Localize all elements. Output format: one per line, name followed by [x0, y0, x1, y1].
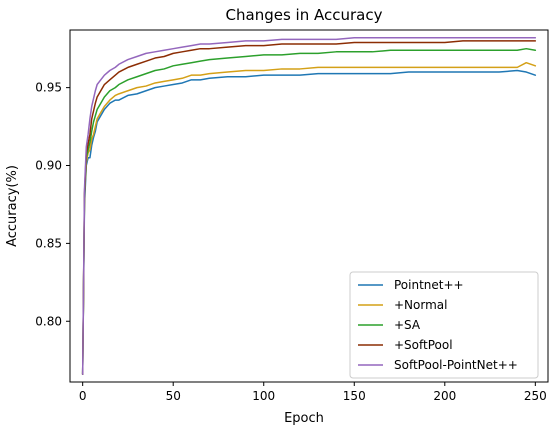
legend-label-4: +SoftPool	[394, 338, 453, 352]
plot-layer	[81, 37, 537, 375]
legend-box	[349, 271, 539, 379]
series-line-4	[81, 40, 537, 375]
x-tick-label: 200	[433, 389, 456, 403]
x-tick-label: 50	[166, 389, 181, 403]
legend-label-2: +Normal	[394, 298, 447, 312]
chart-title: Changes in Accuracy	[226, 6, 383, 24]
legend-label-5: SoftPool-PointNet++	[394, 358, 518, 372]
y-axis-label: Accuracy(%)	[5, 165, 20, 247]
plot-frame	[69, 29, 549, 383]
y-tick-label: 0.95	[35, 81, 62, 95]
x-tick-label: 150	[343, 389, 366, 403]
series-line-1	[81, 69, 537, 375]
legend-label-1: Pointnet++	[394, 278, 464, 292]
series-line-5	[81, 37, 537, 375]
x-tick-label: 0	[79, 389, 87, 403]
y-tick-label: 0.90	[35, 159, 62, 173]
x-tick-label: 100	[252, 389, 275, 403]
x-axis-label: Epoch	[284, 411, 324, 426]
series-line-2	[81, 61, 537, 375]
x-ticks: 0 50 100 150 200 250	[79, 382, 547, 403]
series-line-3	[81, 47, 537, 375]
x-tick-label: 250	[524, 389, 547, 403]
legend: Pointnet++ +Normal +SA +SoftPool SoftPool-Po…	[349, 271, 539, 379]
y-ticks: 0.80 0.85 0.90 0.95	[35, 81, 70, 328]
y-tick-label: 0.85	[35, 236, 62, 250]
legend-label-3: +SA	[394, 318, 421, 332]
y-tick-label: 0.80	[35, 314, 62, 328]
